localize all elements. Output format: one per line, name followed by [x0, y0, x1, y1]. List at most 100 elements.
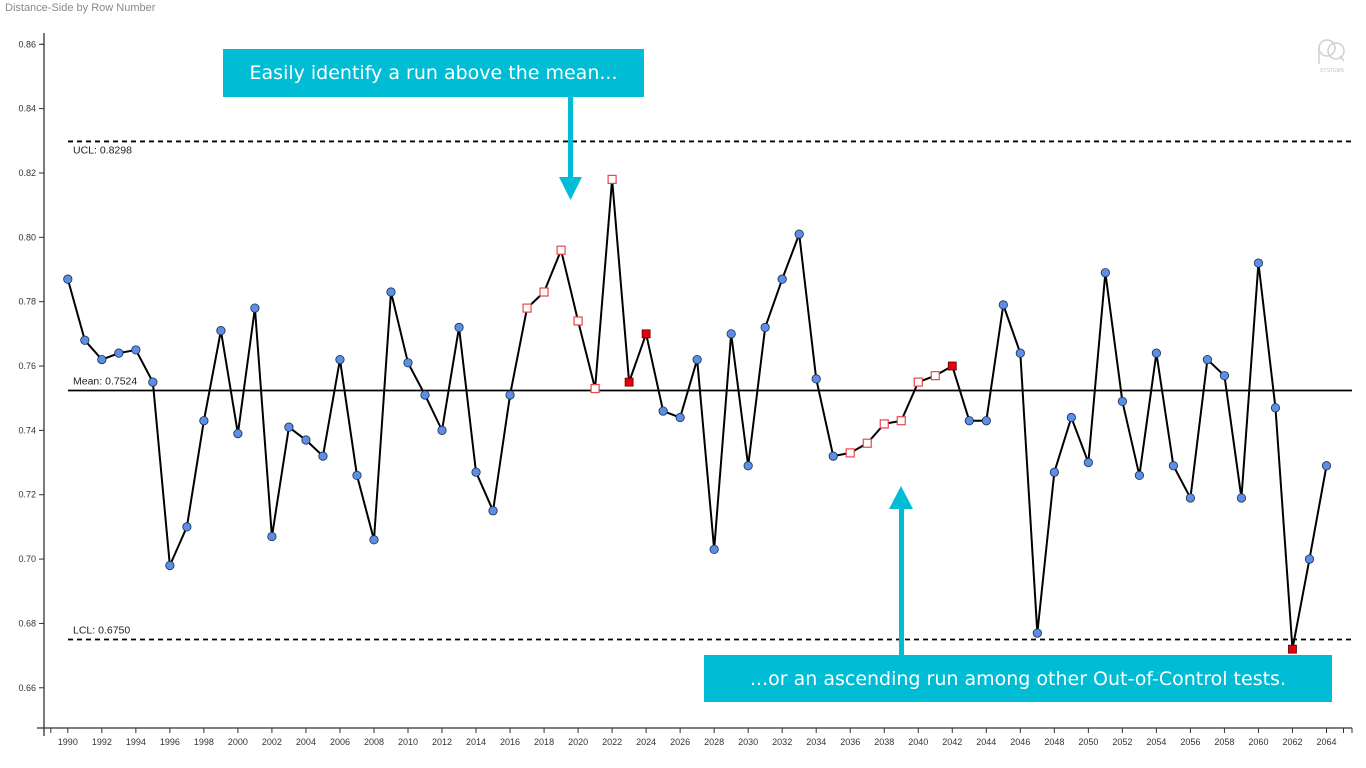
y-tick-label: 0.82	[18, 168, 36, 178]
data-line	[66, 178, 1328, 651]
x-tick-label: 2034	[806, 737, 826, 747]
y-tick-label: 0.86	[18, 39, 36, 49]
x-tick-label: 2026	[670, 737, 690, 747]
x-tick-label: 1996	[160, 737, 180, 747]
data-point	[675, 412, 685, 423]
x-tick-label: 2062	[1282, 737, 1302, 747]
x-tick-label: 2040	[908, 737, 928, 747]
data-point	[250, 303, 260, 313]
x-tick-label: 2010	[398, 737, 418, 747]
data-point	[420, 390, 430, 400]
data-point	[1117, 396, 1127, 407]
data-point	[1100, 268, 1110, 278]
x-tick-label: 2022	[602, 737, 622, 747]
data-point	[1202, 354, 1213, 365]
data-point	[1185, 493, 1196, 503]
y-tick-label: 0.70	[18, 554, 36, 564]
x-tick-label: 2018	[534, 737, 554, 747]
data-point	[233, 428, 243, 439]
data-point	[811, 374, 821, 384]
data-point	[1236, 493, 1247, 503]
y-tick-label: 0.84	[18, 104, 36, 114]
data-point	[369, 535, 379, 545]
data-point	[386, 287, 396, 297]
x-tick-label: 2020	[568, 737, 588, 747]
data-point	[998, 300, 1008, 310]
x-tick-label: 1992	[92, 737, 112, 747]
data-point-flagged	[556, 245, 566, 255]
arrow-down-shaft	[568, 97, 573, 177]
x-tick-label: 2056	[1180, 737, 1200, 747]
data-point-flagged	[862, 438, 872, 448]
arrow-up-head	[889, 486, 913, 509]
data-point	[114, 348, 124, 358]
y-tick-label: 0.66	[18, 683, 36, 693]
data-point	[1015, 348, 1025, 358]
data-point	[165, 560, 175, 571]
data-point	[454, 322, 464, 333]
data-point	[284, 422, 294, 432]
data-point	[335, 354, 345, 365]
callout-run-above-mean: Easily identify a run above the mean...	[223, 49, 644, 97]
callout-ascending-run: ...or an ascending run among other Out-o…	[704, 655, 1332, 702]
arrow-up-shaft	[899, 508, 904, 655]
data-point	[63, 274, 73, 284]
data-point	[199, 416, 209, 426]
x-tick-label: 2052	[1112, 737, 1132, 747]
reference-lines: UCL: 0.8298 Mean: 0.7524 LCL: 0.6750	[68, 140, 1352, 641]
x-tick-label: 2032	[772, 737, 792, 747]
data-point	[828, 451, 838, 461]
data-point-flagged	[522, 303, 532, 313]
axes: 0.66 0.68 0.70 0.72 0.74 0.76 0.78 0.80 0.82 0.84…	[18, 33, 1353, 747]
data-point	[352, 470, 362, 481]
data-point-flagged	[930, 371, 940, 381]
data-point-flagged	[573, 316, 583, 326]
x-tick-label: 2058	[1214, 737, 1234, 747]
data-point	[1168, 461, 1179, 471]
data-point	[1066, 412, 1076, 423]
x-tick-label: 1998	[194, 737, 214, 747]
x-tick-label: 2016	[500, 737, 520, 747]
data-point	[403, 358, 413, 368]
data-point-out-of-control	[624, 377, 634, 387]
data-point-flagged	[845, 448, 855, 458]
chart-title: Distance-Side by Row Number	[5, 2, 156, 14]
data-point	[981, 416, 991, 426]
x-tick-label: 1994	[126, 737, 146, 747]
x-tick-label: 2042	[942, 737, 962, 747]
data-point-flagged	[539, 287, 549, 297]
data-point	[1134, 470, 1144, 481]
x-tick-label: 2014	[466, 737, 486, 747]
data-point	[318, 451, 328, 461]
y-tick-label: 0.78	[18, 297, 36, 307]
x-tick-label: 2048	[1044, 737, 1064, 747]
x-tick-label: 2008	[364, 737, 384, 747]
x-tick-label: 2006	[330, 737, 350, 747]
x-tick-label: 2050	[1078, 737, 1098, 747]
data-point-flagged	[913, 377, 923, 387]
data-point	[743, 461, 753, 471]
x-tick-label: 2054	[1146, 737, 1166, 747]
data-point-out-of-control	[947, 361, 957, 371]
x-tick-label: 2036	[840, 737, 860, 747]
data-point	[267, 531, 277, 542]
x-tick-label: 2028	[704, 737, 724, 747]
lcl-label: LCL: 0.6750	[73, 625, 130, 637]
y-tick-label: 0.68	[18, 618, 36, 628]
mean-label: Mean: 0.7524	[73, 375, 137, 387]
data-point-flagged	[590, 383, 600, 394]
data-point	[437, 425, 447, 435]
callout-arrows	[559, 97, 913, 655]
data-point	[97, 354, 107, 365]
x-tick-label: 2044	[976, 737, 996, 747]
x-tick-label: 2004	[296, 737, 316, 747]
x-tick-label: 2038	[874, 737, 894, 747]
data-point	[1253, 258, 1264, 268]
y-tick-label: 0.74	[18, 425, 36, 435]
data-point	[692, 354, 702, 365]
data-point-flagged	[896, 416, 906, 426]
data-point	[964, 416, 974, 426]
data-point	[80, 335, 90, 345]
data-point	[148, 377, 158, 387]
ucl-label: UCL: 0.8298	[73, 144, 132, 156]
